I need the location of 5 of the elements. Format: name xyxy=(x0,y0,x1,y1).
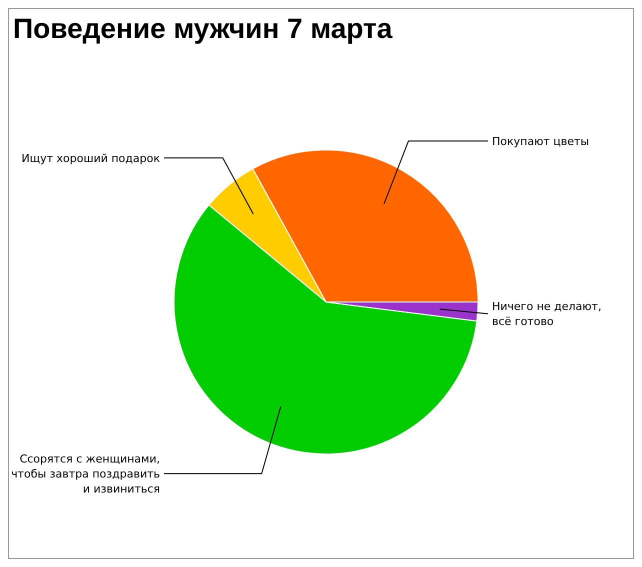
slice-label: Ищут хороший подарок xyxy=(22,152,160,165)
slice-label: Ссорятся с женщинами, чтобы завтра поздравить и извиниться xyxy=(11,452,160,496)
slice-label: Покупают цветы xyxy=(492,135,590,148)
chart-title: Поведение мужчин 7 марта xyxy=(13,13,392,45)
slice-label: Ничего не делают, всё готово xyxy=(492,300,602,328)
